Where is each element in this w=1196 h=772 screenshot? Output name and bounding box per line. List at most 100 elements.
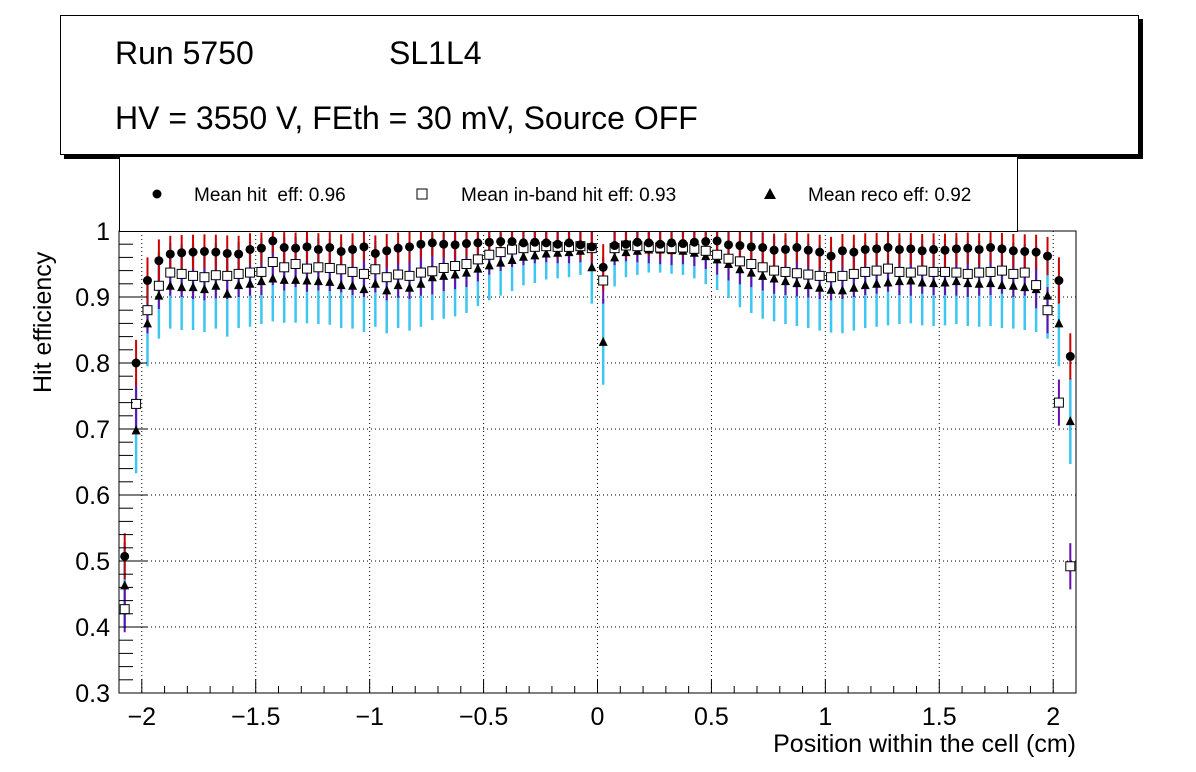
hit-marker: [165, 249, 175, 259]
inband-marker: [461, 259, 472, 269]
hit-marker: [473, 238, 483, 248]
inband-marker: [507, 244, 518, 255]
reco-marker: [974, 278, 984, 288]
reco-marker: [427, 272, 437, 282]
inband-marker: [404, 270, 415, 281]
hit-marker: [291, 243, 301, 253]
hit-marker: [1054, 276, 1064, 285]
hit-marker: [553, 239, 563, 249]
reco-marker: [769, 273, 779, 283]
inband-marker: [860, 266, 871, 277]
reco-marker: [336, 280, 346, 290]
hit-marker: [792, 243, 802, 252]
reco-marker: [860, 280, 870, 290]
inband-marker: [495, 247, 506, 258]
hit-marker: [712, 236, 722, 246]
inband-marker: [780, 266, 791, 277]
inband-marker: [370, 264, 381, 275]
reco-marker: [849, 282, 859, 292]
hit-marker: [963, 243, 973, 253]
hit-marker: [803, 245, 813, 255]
hit-marker: [1031, 247, 1041, 257]
y-tick-label: 0.6: [75, 482, 110, 510]
hit-marker: [507, 237, 517, 247]
x-tick-label: 0: [591, 703, 605, 731]
legend-hit-label: Mean hit eff: 0.96: [194, 185, 346, 206]
inband-marker: [279, 262, 290, 273]
legend-inband-label: Mean in-band hit eff: 0.93: [461, 185, 677, 206]
reco-marker: [450, 269, 460, 279]
reco-marker: [1065, 416, 1075, 426]
reco-marker: [598, 336, 608, 346]
hit-marker: [427, 238, 437, 248]
reco-marker: [188, 282, 198, 292]
hit-marker: [644, 238, 654, 248]
x-tick-label: 1: [818, 703, 832, 731]
hit-marker: [393, 243, 403, 253]
hit-marker: [302, 242, 312, 252]
inband-marker: [837, 270, 848, 281]
inband-marker: [188, 270, 199, 281]
inband-marker: [996, 265, 1007, 276]
reco-marker: [1020, 282, 1030, 292]
reco-marker: [746, 267, 756, 277]
reco-marker: [313, 276, 323, 286]
inband-marker: [119, 604, 130, 615]
inband-marker: [210, 270, 221, 281]
hit-marker: [929, 244, 939, 254]
hit-marker: [667, 238, 677, 248]
inband-marker: [598, 275, 609, 286]
reco-marker: [279, 274, 289, 284]
hit-marker: [575, 240, 585, 250]
inband-marker: [347, 266, 358, 277]
reco-marker: [142, 318, 152, 328]
reco-marker: [268, 273, 278, 283]
reco-marker: [997, 280, 1007, 290]
reco-marker: [940, 277, 950, 287]
inband-marker: [245, 267, 256, 278]
inband-marker: [1019, 267, 1030, 278]
reco-marker: [621, 247, 631, 257]
x-tick-label: −0.5: [459, 703, 508, 731]
run-label: Run 5750: [115, 35, 254, 71]
title-box: Run 5750 SL1L4 HV = 3550 V, FEth = 30 mV…: [60, 15, 1139, 155]
hit-marker: [348, 244, 358, 254]
reco-marker: [1043, 290, 1053, 300]
inband-marker: [131, 398, 142, 409]
inband-marker: [826, 272, 837, 283]
hit-marker: [199, 246, 209, 256]
inband-marker: [848, 268, 859, 279]
inband-marker: [712, 249, 723, 260]
reco-marker: [439, 270, 449, 280]
reco-marker: [587, 262, 597, 272]
hit-marker: [746, 242, 756, 252]
hit-marker: [849, 247, 859, 257]
inband-marker: [1042, 305, 1053, 316]
inband-marker: [769, 265, 780, 276]
inband-marker: [301, 263, 312, 274]
hit-marker: [359, 242, 369, 252]
hit-marker: [940, 245, 950, 255]
hit-marker: [120, 551, 130, 561]
reco-marker: [826, 284, 836, 294]
inband-marker: [381, 272, 392, 283]
inband-marker: [1031, 280, 1042, 291]
inband-marker: [814, 270, 825, 281]
y-tick-label: 0.8: [75, 350, 110, 378]
hit-marker: [689, 237, 699, 247]
inband-marker: [472, 254, 483, 265]
inband-marker: [791, 268, 802, 279]
legend-reco-marker: [764, 188, 776, 199]
legend-hit-marker: [152, 189, 162, 199]
hit-marker: [997, 244, 1007, 254]
inband-marker: [871, 265, 882, 276]
reco-marker: [302, 275, 312, 285]
reco-marker: [199, 284, 209, 294]
reco-marker: [291, 274, 301, 284]
inband-marker: [336, 264, 347, 275]
inband-marker: [153, 280, 164, 291]
inband-marker: [267, 257, 278, 268]
x-tick-label: 0.5: [694, 703, 729, 731]
reco-marker: [120, 580, 130, 590]
inband-marker: [723, 253, 734, 264]
